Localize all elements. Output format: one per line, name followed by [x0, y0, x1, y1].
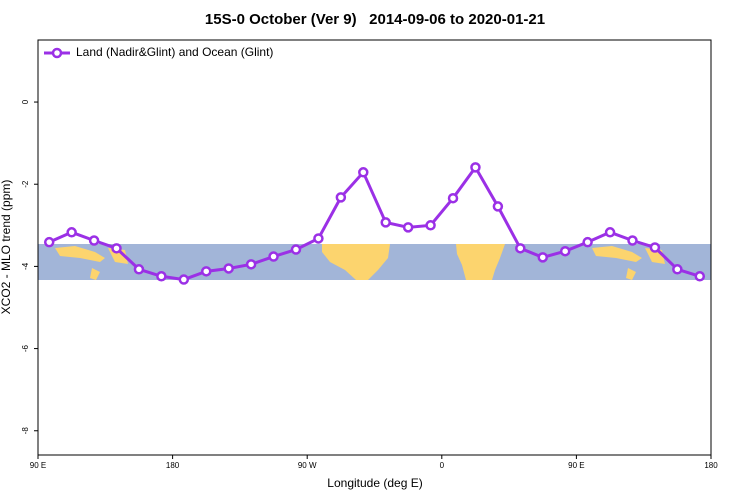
- x-tick-label: 0: [440, 461, 445, 470]
- data-point: [672, 264, 683, 275]
- data-point: [66, 227, 77, 238]
- x-tick-label: 90 E: [30, 461, 46, 470]
- data-point: [627, 235, 638, 246]
- data-point: [604, 227, 616, 238]
- data-point: [201, 266, 212, 277]
- data-point: [380, 217, 391, 228]
- plot-frame: [37, 39, 712, 456]
- data-point: [402, 222, 414, 233]
- x-axis-label: Longitude (deg E): [327, 476, 422, 490]
- data-point: [559, 245, 571, 257]
- data-point: [178, 274, 190, 285]
- data-point: [335, 192, 347, 203]
- data-point: [537, 252, 548, 263]
- x-tick-label: 90 W: [298, 461, 317, 470]
- legend-label: Land (Nadir&Glint) and Ocean (Glint): [76, 45, 273, 59]
- data-point: [156, 271, 167, 282]
- data-point: [582, 236, 593, 248]
- y-tick-label: -6: [21, 344, 30, 352]
- data-point: [470, 162, 481, 173]
- data-point: [133, 264, 145, 275]
- y-axis-label: XCO2 - MLO trend (ppm): [0, 180, 13, 315]
- y-tick-label: -4: [21, 262, 30, 270]
- data-point: [492, 201, 504, 212]
- x-tick-label: 180: [166, 461, 180, 470]
- data-point: [43, 236, 55, 248]
- x-tick-label: 90 E: [568, 461, 584, 470]
- chart-title: 15S-0 October (Ver 9) 2014-09-06 to 2020…: [205, 11, 545, 28]
- legend-marker: [51, 47, 63, 59]
- data-point: [268, 251, 279, 262]
- data-point: [425, 220, 436, 231]
- y-tick-label: -8: [21, 427, 30, 435]
- data-point: [447, 192, 459, 204]
- data-point: [515, 243, 526, 254]
- map-band: [38, 244, 711, 280]
- y-tick-label: -2: [21, 180, 30, 188]
- data-point: [223, 263, 234, 274]
- data-point: [111, 243, 122, 254]
- data-point: [88, 235, 100, 246]
- data-point: [313, 233, 324, 244]
- data-point: [290, 244, 302, 255]
- data-point: [694, 271, 706, 282]
- data-point: [649, 242, 661, 253]
- y-tick-label: 0: [21, 99, 30, 104]
- data-point: [245, 259, 257, 270]
- x-tick-label: 180: [704, 461, 718, 470]
- data-point: [358, 167, 369, 178]
